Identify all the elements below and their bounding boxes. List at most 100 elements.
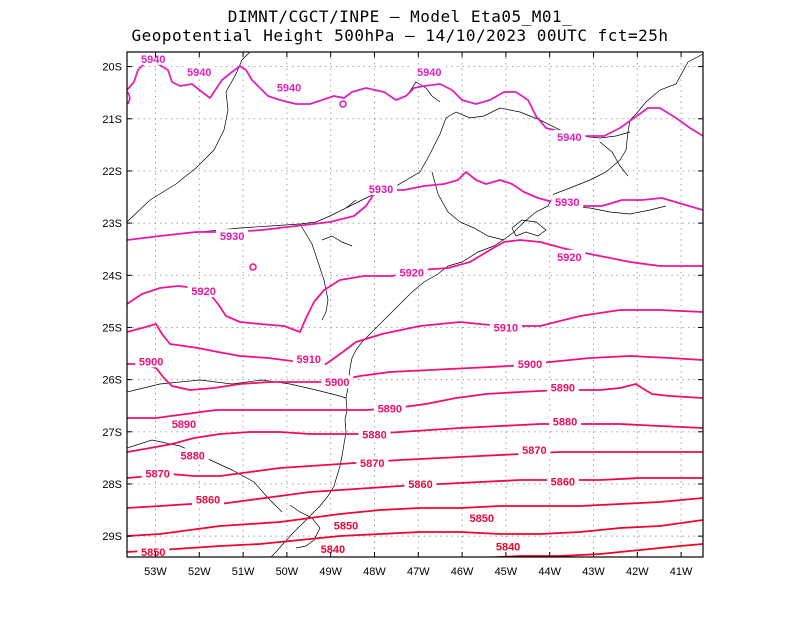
lat-tick-label: 26S (102, 375, 122, 387)
lon-tick-label: 49W (319, 566, 342, 578)
lat-tick-label: 24S (102, 270, 122, 282)
contour-label-5840: 5840 (496, 542, 520, 554)
contour-label-background (187, 283, 220, 297)
contour-label-background (292, 351, 325, 365)
contour-label-background (365, 182, 398, 196)
contour-line-5930 (127, 171, 703, 241)
contour-label-background (373, 401, 406, 415)
contour-label-5850: 5850 (334, 521, 358, 533)
contour-label-background (273, 80, 306, 94)
contour-label-5850: 5850 (141, 547, 165, 559)
contour-label-background (176, 448, 209, 462)
contour-label-5890: 5890 (172, 419, 196, 431)
lat-tick-label: 23S (102, 218, 122, 230)
contour-label-background (518, 443, 551, 457)
contour-label-5920: 5920 (191, 286, 215, 298)
map-frame (126, 51, 704, 558)
contour-label-5940: 5940 (187, 67, 211, 79)
lat-tick-label: 21S (102, 114, 122, 126)
contour-label-background (553, 130, 586, 144)
contour-label-background (330, 518, 363, 532)
contour-label-5930: 5930 (369, 184, 393, 196)
contour-label-background (546, 380, 579, 394)
contour-label-5850: 5850 (470, 513, 494, 525)
contour-label-background (321, 375, 354, 389)
contour-label-background (192, 492, 225, 506)
contour-label-5930: 5930 (220, 231, 244, 243)
coastline (270, 52, 703, 557)
lon-tick-label: 42W (626, 566, 649, 578)
contour-label-background (395, 265, 428, 279)
contour-labels: 5940 5940 5940 5940 5940 5930 5930 5930 5920 5920… (135, 52, 586, 559)
state-border-7 (127, 379, 347, 399)
contour-label-background (183, 64, 216, 78)
contour-line-5920 (249, 263, 257, 271)
contour-line-5870 (127, 451, 703, 479)
lon-tick-label: 41W (670, 566, 693, 578)
contour-label-5920: 5920 (399, 268, 423, 280)
contour-line-5830 (481, 543, 703, 557)
lon-tick-label: 47W (407, 566, 430, 578)
lat-tick-label: 20S (102, 62, 122, 74)
contour-label-background (141, 466, 174, 480)
contour-label-5940: 5940 (557, 132, 581, 144)
coast-detail-1 (511, 219, 547, 237)
lon-tick-label: 44W (538, 566, 561, 578)
river-2 (321, 235, 353, 247)
contour-label-background (167, 416, 200, 430)
contour-label-background (316, 542, 349, 556)
lat-tick-label: 22S (102, 166, 122, 178)
contour-label-background (356, 456, 389, 470)
coast-detail-2 (407, 81, 441, 103)
map-title-line2: Geopotential Height 500hPa – 14/10/2023 … (131, 26, 669, 45)
contour-line-5880 (127, 423, 703, 453)
contour-label-5890: 5890 (551, 382, 575, 394)
contour-line-5850 (127, 497, 703, 537)
contour-label-background (137, 544, 170, 557)
contour-label-background (492, 539, 525, 553)
state-border-8 (127, 439, 283, 513)
contour-label-5880: 5880 (362, 429, 386, 441)
contour-label-5910: 5910 (297, 354, 321, 366)
contour-label-5860: 5860 (408, 479, 432, 491)
axis-ticks: 53W 52W 51W 50W 49W 48W 47W 46W 45W 44W 43W 42W 41W 2… (102, 52, 703, 578)
lon-tick-label: 48W (363, 566, 386, 578)
contour-label-5910: 5910 (494, 322, 518, 334)
state-border-3 (299, 223, 329, 321)
contour-label-5900: 5900 (139, 356, 163, 368)
contour-label-background (216, 229, 249, 243)
contour-label-background (489, 320, 522, 334)
state-border-5 (431, 171, 505, 241)
lagoon (289, 504, 321, 549)
lat-tick-label: 25S (102, 322, 122, 334)
contour-label-background (553, 250, 586, 264)
contour-label-5870: 5870 (522, 445, 546, 457)
contour-label-background (551, 195, 584, 209)
contour-label-5840: 5840 (321, 544, 345, 556)
contour-label-background (413, 64, 446, 78)
contour-line-5910 (127, 309, 703, 365)
contour-label-5880: 5880 (180, 450, 204, 462)
lon-tick-label: 43W (582, 566, 605, 578)
river-1 (599, 141, 629, 177)
lon-tick-label: 45W (495, 566, 518, 578)
contour-line-5900 (127, 355, 703, 391)
contour-label-background (135, 354, 168, 368)
lat-tick-label: 29S (102, 531, 122, 543)
state-border-1 (127, 52, 251, 223)
contour-label-5940: 5940 (417, 67, 441, 79)
contour-label-5900: 5900 (518, 359, 542, 371)
contour-label-background (137, 52, 170, 65)
contour-label-5870: 5870 (145, 469, 169, 481)
contour-label-background (358, 427, 391, 441)
lon-tick-label: 51W (232, 566, 255, 578)
lon-tick-label: 46W (451, 566, 474, 578)
contour-label-background (465, 510, 498, 524)
contour-lines (127, 61, 703, 557)
state-border-9 (559, 205, 667, 215)
contour-line-5890 (127, 383, 703, 419)
contour-line-5940 (127, 91, 131, 105)
contour-line-5840 (127, 519, 703, 553)
contour-label-background (404, 476, 437, 490)
